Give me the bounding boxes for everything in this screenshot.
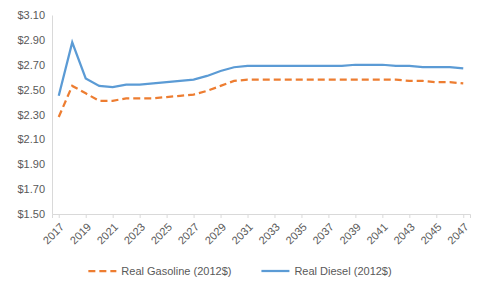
x-tick-label: 2047	[445, 221, 471, 247]
x-tick-mark	[328, 214, 329, 218]
y-tick: $1.70	[17, 183, 52, 195]
x-tick: 2033	[256, 214, 282, 246]
x-tick: 2027	[175, 214, 201, 246]
x-tick-mark	[194, 214, 195, 218]
x-tick-mark	[355, 214, 356, 218]
y-axis: $1.50 $1.70 $1.90 $2.10 $2.30 $2.50 $2.70 $2.90…	[17, 9, 52, 220]
y-tick: $2.30	[17, 109, 52, 121]
x-tick-label: 2031	[229, 221, 255, 247]
legend-label: Real Diesel (2012$)	[294, 265, 391, 277]
y-tick: $2.10	[17, 133, 52, 145]
x-tick-mark	[463, 214, 464, 218]
y-tick-label: $1.50	[17, 208, 45, 220]
x-tick: 2031	[229, 214, 255, 246]
x-tick-mark	[436, 214, 437, 218]
x-tick-label: 2043	[391, 221, 417, 247]
x-tick: 2025	[148, 214, 174, 246]
y-tick-label: $2.30	[17, 109, 45, 121]
y-tick-label: $2.50	[17, 84, 45, 96]
x-axis: 2017201920212023202520272029203120332035…	[41, 214, 471, 246]
y-tick: $2.50	[17, 84, 52, 96]
x-tick-mark	[59, 214, 60, 218]
plot-area: $1.50 $1.70 $1.90 $2.10 $2.30 $2.50 $2.70 $2.90…	[17, 9, 470, 246]
y-tick: $2.70	[17, 59, 52, 71]
legend-swatch	[261, 270, 289, 272]
y-tick-label: $2.90	[17, 34, 45, 46]
x-tick-mark	[301, 214, 302, 218]
x-tick-label: 2041	[364, 221, 390, 247]
x-tick-mark	[221, 214, 222, 218]
x-tick: 2019	[67, 214, 93, 246]
x-tick: 2045	[418, 214, 444, 246]
x-tick: 2041	[364, 214, 390, 246]
legend: Real Gasoline (2012$) Real Diesel (2012$)	[88, 265, 391, 277]
x-tick: 2047	[445, 214, 471, 246]
x-tick-label: 2025	[148, 221, 174, 247]
x-tick-label: 2023	[121, 221, 147, 247]
x-tick-label: 2029	[202, 221, 228, 247]
x-tick-label: 2035	[283, 221, 309, 247]
y-axis-line	[52, 16, 53, 215]
x-tick-label: 2017	[41, 221, 67, 247]
y-tick: $1.90	[17, 158, 52, 170]
x-tick-mark	[274, 214, 275, 218]
x-tick-label: 2033	[256, 221, 282, 247]
y-tick-label: $2.10	[17, 133, 45, 145]
legend-item: Real Diesel (2012$)	[261, 265, 391, 277]
lines	[59, 42, 464, 117]
y-tick: $3.10	[17, 9, 52, 21]
x-tick: 2037	[310, 214, 336, 246]
legend-swatch	[88, 270, 116, 272]
x-tick-mark	[409, 214, 410, 218]
y-tick: $2.90	[17, 34, 52, 46]
x-tick-label: 2021	[94, 221, 120, 247]
x-axis-line	[53, 215, 471, 219]
legend-label: Real Gasoline (2012$)	[121, 265, 231, 277]
x-tick: 2021	[94, 214, 120, 246]
x-tick-mark	[140, 214, 141, 218]
x-tick-label: 2027	[175, 221, 201, 247]
y-tick-label: $1.70	[17, 183, 45, 195]
x-tick: 2023	[121, 214, 147, 246]
x-tick-label: 2045	[418, 221, 444, 247]
x-tick-label: 2037	[310, 221, 336, 247]
x-tick: 2017	[41, 214, 67, 246]
y-tick-label: $1.90	[17, 158, 45, 170]
x-tick-mark	[248, 214, 249, 218]
x-tick: 2043	[391, 214, 417, 246]
y-tick: $1.50	[17, 208, 52, 220]
series-line	[59, 42, 464, 95]
y-tick-label: $2.70	[17, 59, 45, 71]
x-tick-mark	[382, 214, 383, 218]
x-tick: 2035	[283, 214, 309, 246]
chart: $1.50 $1.70 $1.90 $2.10 $2.30 $2.50 $2.70 $2.90…	[0, 0, 480, 288]
y-tick-label: $3.10	[17, 9, 45, 21]
x-tick-mark	[167, 214, 168, 218]
x-tick-label: 2019	[67, 221, 93, 247]
x-tick: 2029	[202, 214, 228, 246]
x-tick-mark	[86, 214, 87, 218]
x-tick-mark	[113, 214, 114, 218]
legend-item: Real Gasoline (2012$)	[88, 265, 231, 277]
x-tick: 2039	[337, 214, 363, 246]
x-tick-label: 2039	[337, 221, 363, 247]
